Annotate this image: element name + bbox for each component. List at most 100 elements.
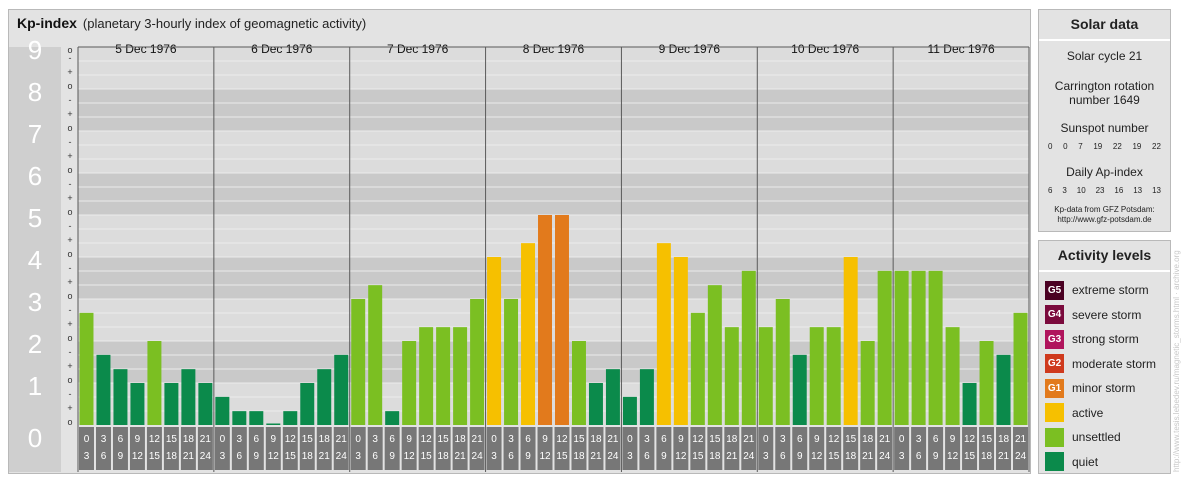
kp-bar [504, 299, 519, 425]
time-slot-box [265, 427, 281, 470]
time-slot-end: 6 [780, 451, 786, 462]
kp-bar [928, 270, 943, 425]
sunspot-value: 22 [1112, 142, 1122, 151]
time-slot-box [367, 427, 383, 470]
time-slot-start: 6 [797, 434, 803, 445]
day-label: 6 Dec 1976 [251, 42, 313, 56]
time-slot-end: 6 [644, 451, 650, 462]
time-slot-box [333, 427, 349, 470]
legend-swatch [1045, 452, 1064, 472]
time-slot-end: 21 [455, 451, 467, 462]
time-slot-start: 3 [780, 434, 786, 445]
y-subtick-label: o [67, 45, 72, 55]
kp-band [78, 299, 1029, 341]
time-slot-end: 9 [661, 451, 667, 462]
time-slot-end: 6 [916, 451, 922, 462]
time-slot-start: 21 [472, 434, 484, 445]
time-slot-start: 3 [916, 434, 922, 445]
y-subtick-label: + [67, 109, 72, 119]
y-subtick-label: o [67, 165, 72, 175]
time-slot-end: 15 [421, 451, 433, 462]
ap-value: 23 [1095, 186, 1105, 195]
time-slot-box [197, 427, 213, 470]
time-slot-start: 15 [981, 434, 993, 445]
time-slot-start: 21 [879, 434, 891, 445]
watermark-text: http://www.tesis.lebedev.ru/magnetic_sto… [1172, 250, 1181, 472]
time-slot-end: 9 [389, 451, 395, 462]
time-slot-start: 3 [372, 434, 378, 445]
kp-bar [979, 341, 994, 425]
carrington-line1: Carrington rotation [1054, 79, 1155, 93]
kp-bar [96, 354, 111, 425]
kp-bar [860, 341, 875, 425]
ap-value: 6 [1048, 186, 1053, 195]
time-slot-box [520, 427, 536, 470]
kp-bar [996, 354, 1011, 425]
time-slot-end: 24 [607, 451, 619, 462]
y-subtick-label: o [67, 123, 72, 133]
ap-value: 10 [1076, 186, 1086, 195]
kp-bar [741, 270, 756, 425]
time-slot-box [605, 427, 621, 470]
kp-bar [147, 341, 162, 425]
y-tick-label: 9 [28, 35, 42, 65]
time-slot-end: 15 [149, 451, 161, 462]
time-slot-box [690, 427, 706, 470]
y-tick-label: 0 [28, 423, 42, 453]
y-subtick-label: + [67, 235, 72, 245]
time-slot-start: 21 [1015, 434, 1027, 445]
chart-title: Kp-index (planetary 3-hourly index of geo… [17, 15, 367, 31]
time-slot-box [554, 427, 570, 470]
ap-index-title: Daily Ap-index [1066, 165, 1143, 179]
time-slot-box [792, 427, 808, 470]
time-slot-end: 15 [556, 451, 568, 462]
time-slot-start: 9 [542, 434, 548, 445]
legend-swatch: G2 [1045, 354, 1064, 374]
time-slot-end: 12 [404, 451, 416, 462]
time-slot-end: 15 [964, 451, 976, 462]
time-slot-box [724, 427, 740, 470]
time-slot-start: 6 [661, 434, 667, 445]
time-slot-start: 18 [726, 434, 738, 445]
time-slot-end: 24 [472, 451, 484, 462]
y-subtick-label: - [69, 389, 72, 399]
time-slot-start: 0 [763, 434, 769, 445]
kp-bar [571, 341, 586, 425]
kp-bar [198, 383, 213, 425]
time-slot-start: 12 [964, 434, 976, 445]
legend-item: G1 minor storm [1039, 376, 1170, 401]
time-slot-end: 12 [947, 451, 959, 462]
time-slot-start: 15 [438, 434, 450, 445]
y-tick-label: 7 [28, 119, 42, 149]
y-subtick-label: - [69, 305, 72, 315]
kp-bar [588, 383, 603, 425]
kp-chart-panel: Kp-index (planetary 3-hourly index of geo… [8, 9, 1031, 474]
time-slot-start: 15 [166, 434, 178, 445]
kp-bar [894, 270, 909, 425]
time-slot-box [656, 427, 672, 470]
time-slot-end: 24 [336, 451, 348, 462]
time-slot-box [452, 427, 468, 470]
kp-bar [538, 215, 552, 425]
kp-bar [283, 411, 298, 425]
kp-bar [555, 215, 569, 425]
legend-swatch: G5 [1045, 280, 1064, 300]
time-slot-end: 21 [183, 451, 195, 462]
kp-band [78, 173, 1029, 215]
day-label: 11 Dec 1976 [927, 42, 994, 56]
y-tick-label: 6 [28, 161, 42, 191]
time-slot-box [435, 427, 451, 470]
time-slot-box [486, 427, 502, 470]
kp-bar [402, 341, 417, 425]
time-slot-start: 15 [302, 434, 314, 445]
time-slot-end: 18 [573, 451, 585, 462]
time-slot-start: 18 [455, 434, 467, 445]
time-slot-box [163, 427, 179, 470]
time-slot-end: 24 [743, 451, 755, 462]
kp-bar [877, 270, 892, 425]
credit-link[interactable]: http://www.gfz-potsdam.de [1057, 215, 1152, 224]
legend-swatch: G1 [1045, 378, 1064, 398]
kp-bar [622, 396, 637, 425]
y-subtick-label: + [67, 151, 72, 161]
time-slot-end: 9 [118, 451, 124, 462]
